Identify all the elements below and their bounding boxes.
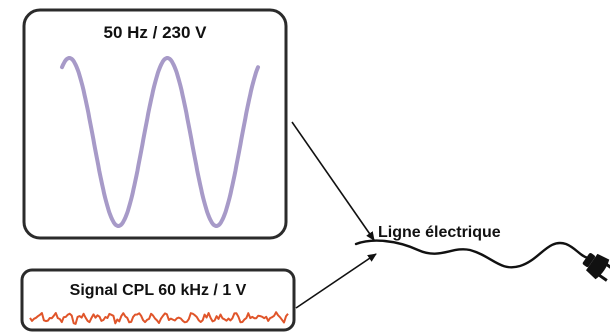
plc-noise-wave	[29, 311, 289, 325]
power-plug-icon	[582, 253, 610, 282]
mains-box-frame	[22, 8, 288, 240]
plc-arrow	[295, 253, 377, 309]
plc-signal-box: Signal CPL 60 kHz / 1 V	[20, 268, 296, 332]
mains-box-label: 50 Hz / 230 V	[103, 23, 207, 42]
power-line-label: Ligne électrique	[378, 224, 501, 241]
mains-arrow	[291, 121, 375, 241]
mains-sine-wave	[60, 56, 260, 228]
plc-box-frame	[20, 268, 296, 332]
mains-signal-box: 50 Hz / 230 V	[22, 8, 288, 240]
power-cable	[354, 239, 590, 269]
plc-box-label: Signal CPL 60 kHz / 1 V	[70, 282, 247, 299]
